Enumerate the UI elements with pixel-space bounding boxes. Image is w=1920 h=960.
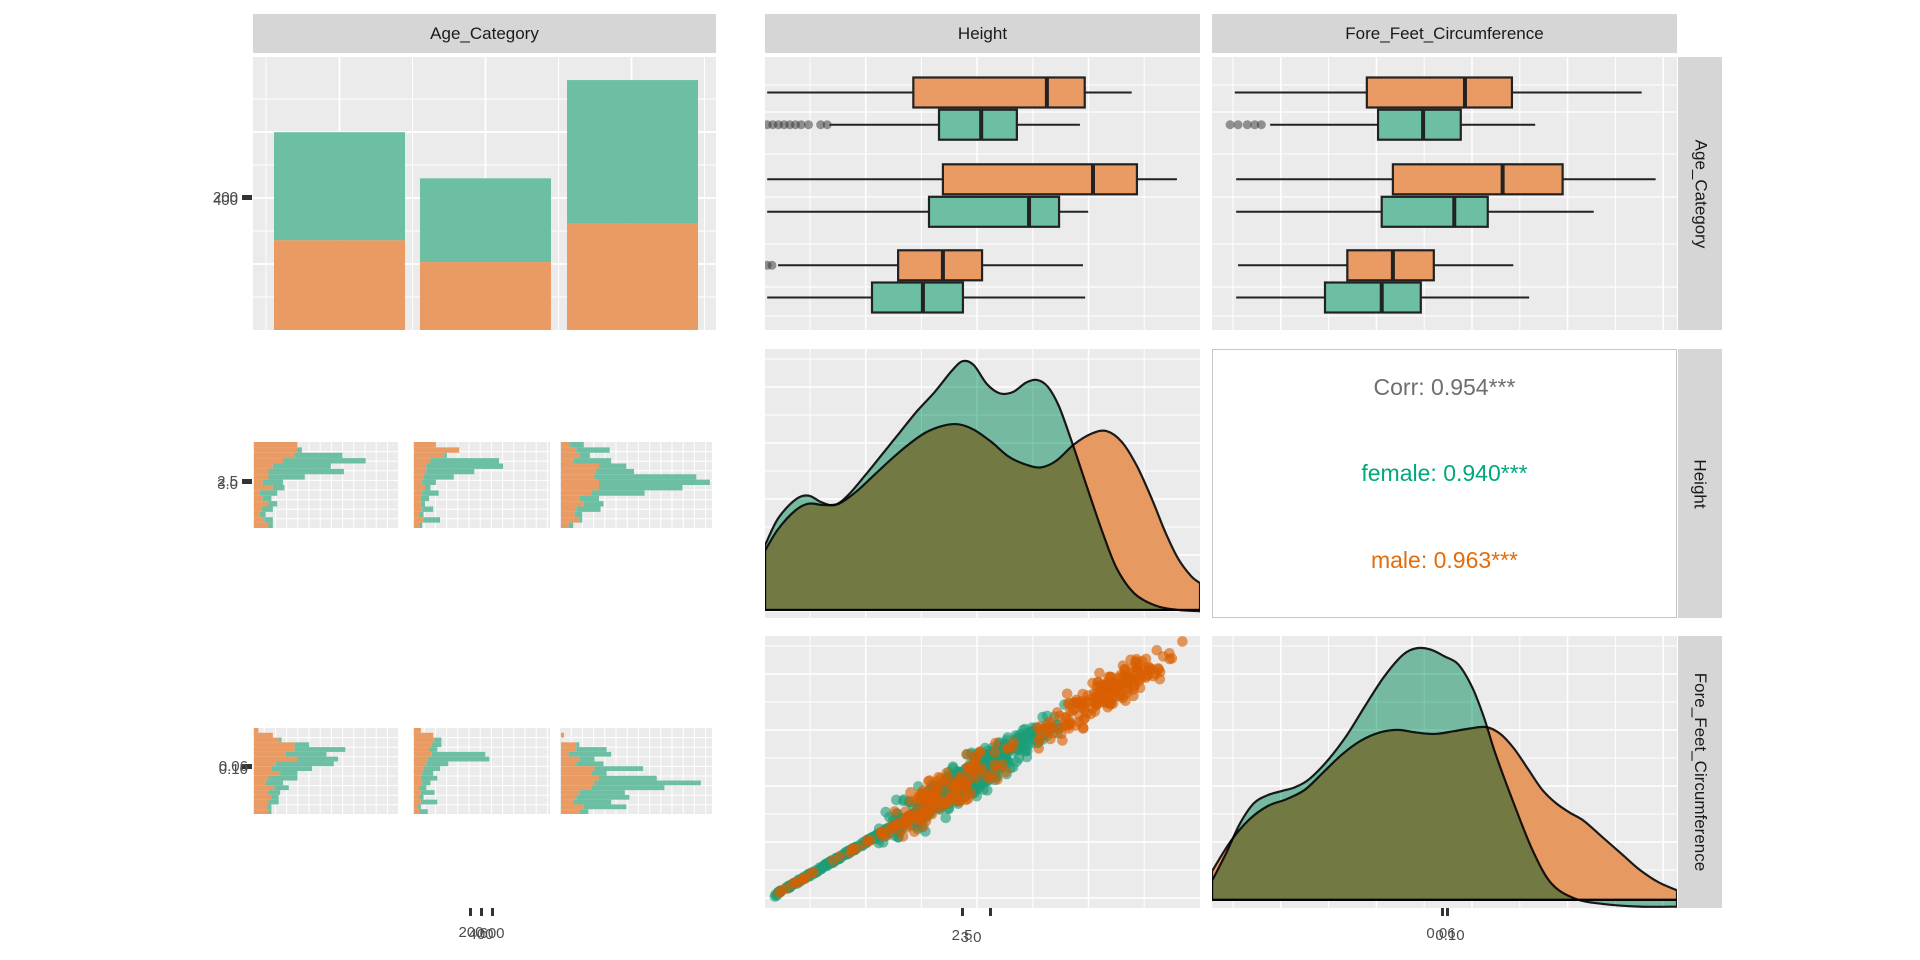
x-label-col2-25: 2.5	[951, 927, 973, 944]
panel-correlation: Corr: 0.954*** female: 0.940*** male: 0.…	[1212, 349, 1677, 618]
y-tick-row1	[242, 195, 252, 200]
x-tick-col3-a	[1441, 908, 1444, 916]
panel-density-forefeet	[1212, 636, 1677, 908]
correlation-overall: Corr: 0.954***	[1373, 374, 1516, 400]
correlation-male: male: 0.963***	[1370, 547, 1519, 573]
col-header-height: Height	[765, 14, 1200, 53]
row-header-label: Height	[1691, 458, 1711, 509]
panel-hist-height-facet-1	[253, 442, 398, 528]
x-tick-col1-c	[491, 908, 494, 916]
y-label-row3-006: 0.06	[218, 758, 248, 775]
x-label-col1-400: 400	[468, 926, 494, 943]
x-tick-col1-b	[480, 908, 483, 916]
col-header-fore-feet: Fore_Feet_Circumference	[1212, 14, 1677, 53]
panel-boxplot-height-by-age	[765, 57, 1200, 330]
correlation-female: female: 0.940***	[1361, 460, 1528, 486]
panel-hist-forefeet-facet-3	[560, 728, 712, 814]
x-label-col3-010: 0.10	[1435, 927, 1465, 944]
x-tick-col3-b	[1446, 908, 1449, 916]
panel-barplot-age-category	[253, 57, 716, 330]
panel-hist-forefeet-facet-2	[413, 728, 550, 814]
row-header-label: Age_Category	[1691, 139, 1710, 248]
y-tick-row2	[242, 479, 252, 484]
col-header-label: Height	[957, 23, 1008, 43]
x-label-col2-30: 3.0	[960, 929, 982, 946]
panel-boxplot-forefeet-by-age	[1212, 57, 1677, 330]
row-header-fore-feet: Fore_Feet_Circumference	[1678, 636, 1722, 908]
panel-hist-forefeet-facet-1	[253, 728, 398, 814]
col-header-label: Fore_Feet_Circumference	[1345, 23, 1544, 43]
panel-scatter-height-vs-forefeet	[765, 636, 1200, 908]
x-tick-col1-a	[469, 908, 472, 916]
y-label-row1-200: 200	[212, 189, 238, 206]
panel-hist-height-facet-3	[560, 442, 712, 528]
y-tick-row3	[242, 764, 252, 769]
y-label-row3-010: 0.10	[218, 761, 248, 778]
panel-density-height	[765, 349, 1200, 618]
x-tick-col2-a	[961, 908, 964, 916]
col-header-age-category: Age_Category	[253, 14, 716, 53]
y-label-row2-25: 2.5	[217, 473, 238, 490]
col-header-label: Age_Category	[430, 23, 539, 43]
row-header-height: Height	[1678, 349, 1722, 618]
row-header-label: Fore_Feet_Circumference	[1691, 672, 1711, 872]
panel-hist-height-facet-2	[413, 442, 550, 528]
x-label-col1-200: 200	[458, 924, 484, 941]
y-label-row1-400: 400	[212, 192, 238, 209]
x-tick-col2-b	[989, 908, 992, 916]
row-header-age-category: Age_Category	[1678, 57, 1722, 330]
x-label-col3-006: 0.06	[1426, 925, 1456, 942]
y-label-row2-30: 3.0	[217, 476, 238, 493]
x-label-col1-600: 600	[479, 925, 505, 942]
